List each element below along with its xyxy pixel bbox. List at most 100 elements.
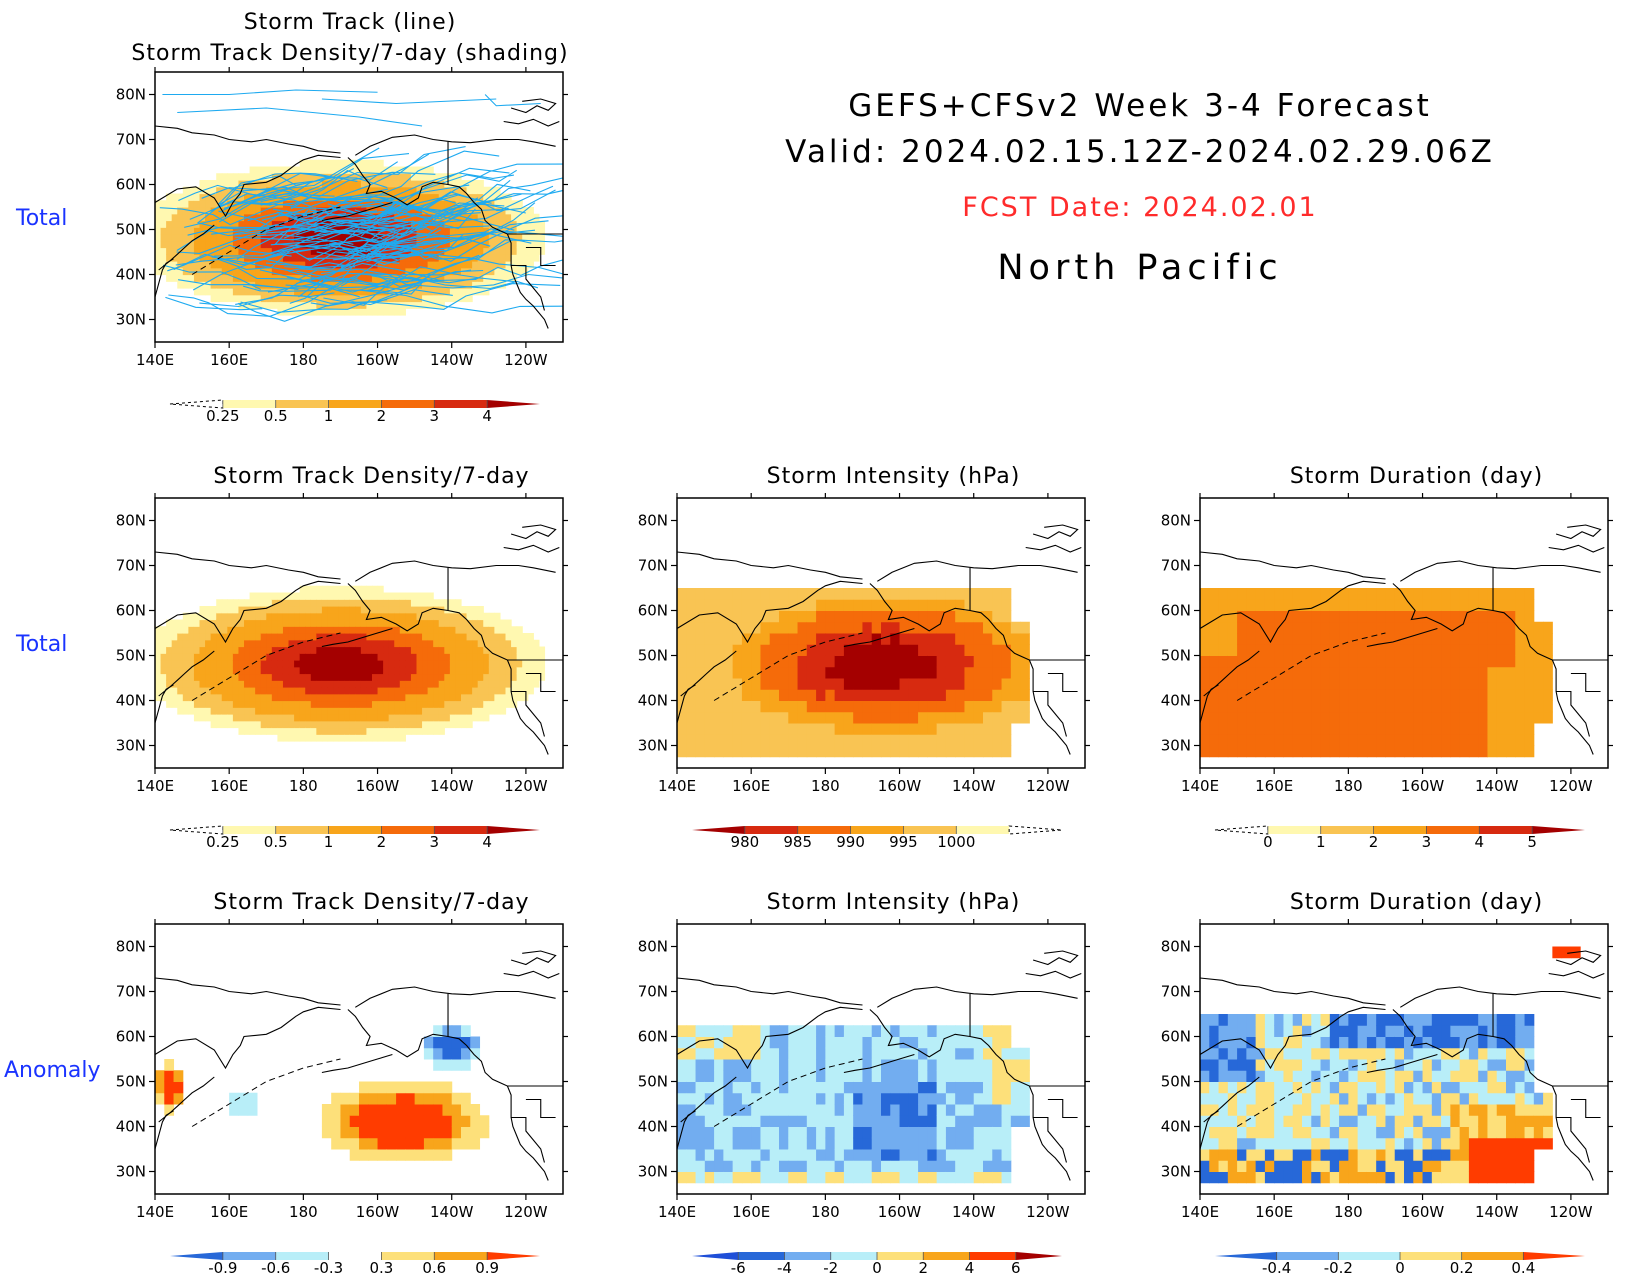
grid-cell	[423, 1104, 434, 1116]
grid-cell	[1533, 711, 1544, 724]
grid-cell	[741, 1059, 752, 1071]
grid-cell	[1533, 1126, 1544, 1139]
grid-cell	[1274, 1104, 1284, 1116]
grid-cell	[1533, 1092, 1544, 1105]
grid-cell	[871, 655, 882, 668]
grid-cell	[936, 1036, 947, 1049]
grid-cell	[1357, 711, 1368, 724]
grid-cell	[983, 1115, 993, 1127]
storm-track	[299, 246, 410, 272]
colorbar-segment	[1523, 1252, 1585, 1260]
grid-cell	[779, 644, 789, 656]
grid-cell	[769, 1160, 780, 1172]
grid-cell	[1001, 1047, 1012, 1060]
storm-track	[378, 259, 563, 287]
grid-cell	[788, 689, 799, 701]
grid-cell	[1404, 1092, 1414, 1105]
forecast-date: FCST Date: 2024.02.01	[962, 192, 1318, 223]
grid-cell	[1543, 655, 1553, 668]
storm-track	[199, 292, 335, 308]
grid-cell	[760, 633, 771, 645]
grid-cell	[1515, 1149, 1526, 1161]
grid-cell	[927, 1047, 938, 1060]
grid-cell	[164, 1059, 175, 1071]
grid-cell	[1246, 1014, 1257, 1026]
grid-cell	[1001, 610, 1012, 623]
grid-cell	[1209, 1047, 1220, 1060]
grid-cell	[936, 678, 947, 690]
grid-cell	[1237, 644, 1247, 656]
grid-cell	[945, 599, 956, 611]
grid-cell	[927, 1070, 938, 1082]
grid-cell	[386, 1126, 397, 1139]
grid-cell	[862, 1115, 873, 1127]
grid-cell	[1543, 689, 1553, 701]
grid-cell	[1227, 700, 1238, 713]
grid-cell	[1385, 1092, 1396, 1105]
grid-cell	[1413, 633, 1424, 645]
grid-cell	[349, 1137, 360, 1150]
grid-cell	[1209, 1092, 1220, 1105]
grid-cell	[1283, 621, 1294, 634]
grid-cell	[677, 734, 687, 746]
grid-cell	[1292, 1014, 1303, 1026]
grid-cell	[964, 633, 975, 645]
grid-cell	[1524, 1149, 1535, 1161]
grid-cell	[1311, 734, 1322, 746]
grid-cell	[806, 711, 817, 724]
grid-cell	[1468, 610, 1479, 623]
grid-cell	[1422, 1036, 1433, 1049]
grid-cell	[155, 1092, 165, 1105]
grid-cell	[1001, 666, 1012, 679]
grid-cell	[451, 1115, 462, 1127]
grid-cell	[945, 745, 956, 758]
grid-cell	[945, 678, 956, 690]
grid-cell	[1431, 1047, 1442, 1060]
grid-cell	[973, 678, 984, 690]
grid-cell	[881, 1137, 891, 1150]
y-tick-label: 60N	[638, 602, 668, 620]
grid-cell	[368, 1081, 379, 1094]
panel-title-density-total: Storm Track Density/7-day	[213, 464, 530, 489]
grid-cell	[890, 1137, 901, 1150]
grid-cell	[461, 1115, 471, 1127]
grid-cell	[704, 666, 715, 679]
grid-cell	[927, 621, 938, 634]
grid-cell	[695, 610, 706, 623]
grid-cell	[1200, 1081, 1210, 1094]
grid-cell	[908, 1115, 919, 1127]
grid-cell	[834, 1137, 845, 1150]
grid-cell	[1227, 621, 1238, 634]
grid-cell	[1366, 1137, 1377, 1150]
grid-cell	[1506, 1059, 1516, 1071]
grid-cell	[686, 700, 697, 713]
grid-cell	[1431, 723, 1442, 735]
grid-cell	[741, 1171, 752, 1184]
grid-cell	[359, 1104, 369, 1116]
grid-cell	[964, 1081, 975, 1094]
grid-cell	[825, 723, 836, 735]
grid-cell	[1200, 711, 1210, 724]
grid-cell	[1459, 1025, 1470, 1037]
colorbar-segment	[1214, 825, 1269, 835]
grid-cell	[704, 689, 715, 701]
grid-cell	[1468, 1081, 1479, 1094]
grid-cell	[442, 1081, 453, 1094]
grid-cell	[751, 711, 761, 724]
grid-cell	[797, 689, 808, 701]
grid-cell	[760, 723, 771, 735]
grid-cell	[1431, 1036, 1442, 1049]
grid-cell	[1468, 666, 1479, 679]
grid-cell	[1237, 1171, 1247, 1184]
grid-cell	[1237, 599, 1247, 611]
grid-cell	[1255, 734, 1266, 746]
grid-cell	[1329, 678, 1340, 690]
grid-cell	[1376, 1047, 1386, 1060]
grid-cell	[723, 1070, 734, 1082]
grid-cell	[164, 1081, 175, 1094]
grid-cell	[1302, 1025, 1312, 1037]
grid-cell	[918, 734, 928, 746]
grid-cell	[732, 1081, 743, 1094]
grid-cell	[1339, 1014, 1349, 1026]
grid-cell	[1478, 723, 1488, 735]
